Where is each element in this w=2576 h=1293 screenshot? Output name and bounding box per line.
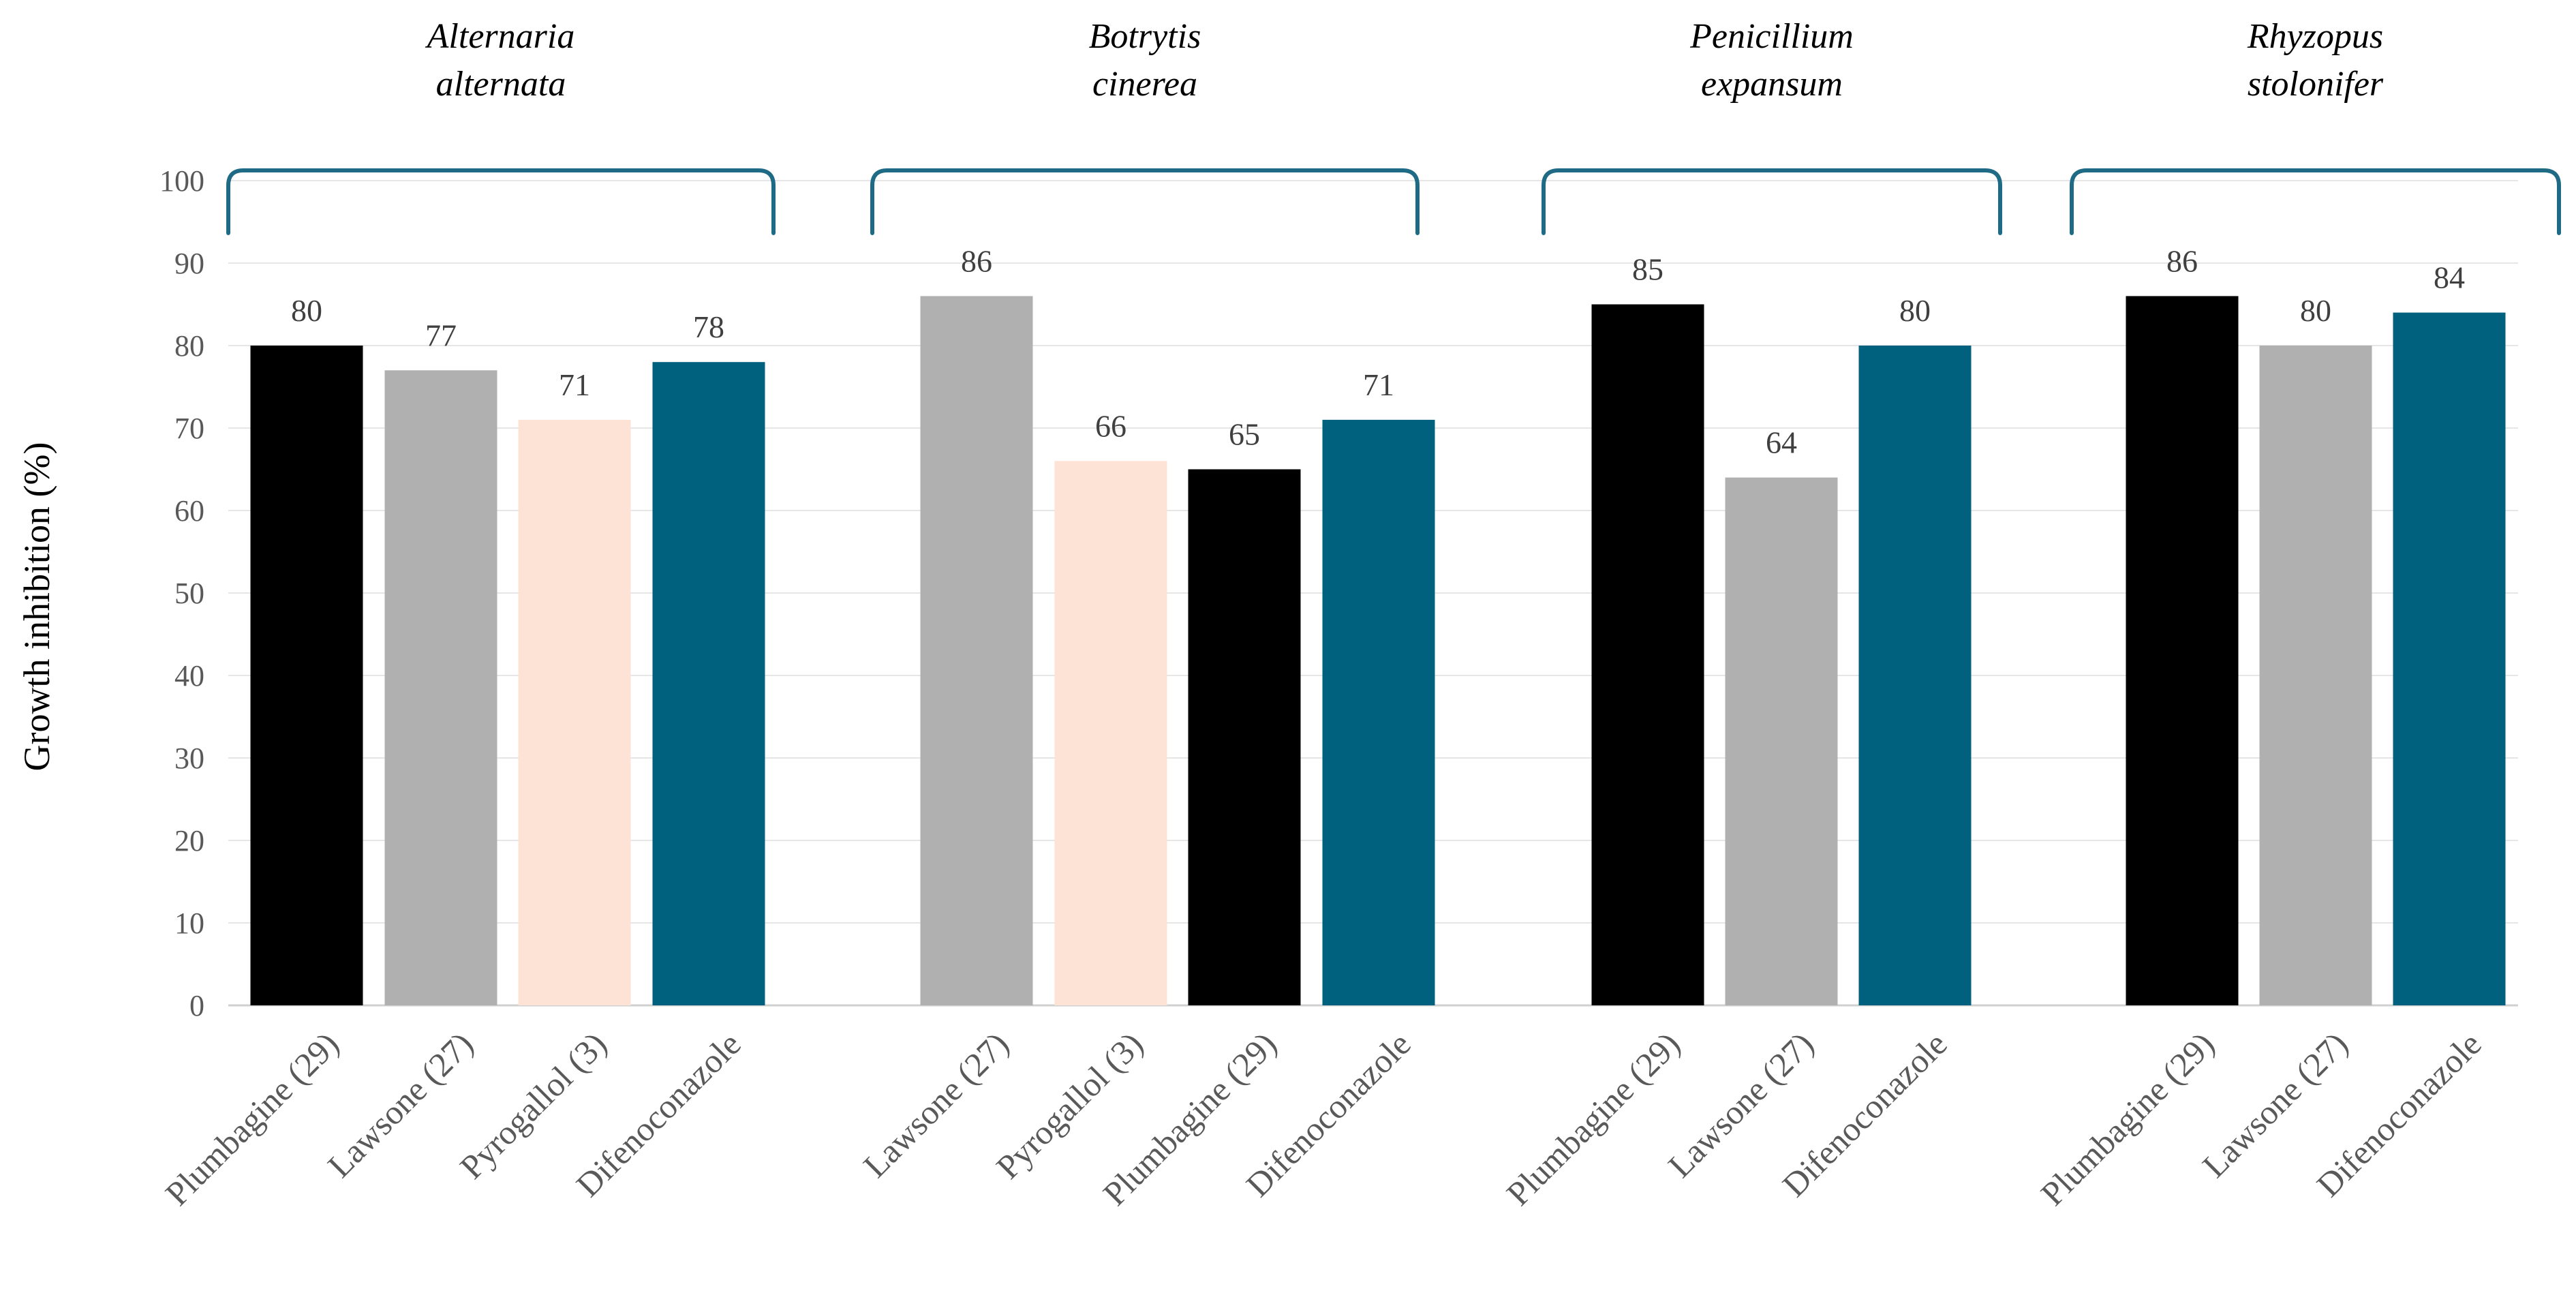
value-label-botrytis-cinerea-pyrogallol-3: 66 — [1095, 408, 1126, 443]
bar-alternaria-alternata-plumbagine-29 — [250, 346, 363, 1005]
bar-penicillium-expansum-difenoconazole — [1858, 346, 1972, 1005]
bar-penicillium-expansum-lawsone-27 — [1725, 477, 1838, 1005]
bar-rhyzopus-stolonifer-difenoconazole — [2393, 312, 2506, 1006]
value-label-penicillium-expansum-lawsone-27: 64 — [1766, 425, 1797, 460]
group-label-penicillium-expansum-line1: Penicillium — [1689, 17, 1854, 56]
bar-botrytis-cinerea-plumbagine-29 — [1188, 469, 1301, 1005]
bar-botrytis-cinerea-pyrogallol-3 — [1054, 461, 1167, 1005]
category-label-alternaria-alternata-plumbagine-29: Plumbagine (29) — [158, 1024, 346, 1213]
group-label-alternaria-alternata-line1: Alternaria — [425, 17, 575, 56]
y-tick-label-90: 90 — [174, 247, 204, 280]
category-label-rhyzopus-stolonifer-plumbagine-29: Plumbagine (29) — [2034, 1024, 2222, 1213]
y-tick-label-100: 100 — [159, 164, 204, 198]
value-label-rhyzopus-stolonifer-lawsone-27: 80 — [2300, 293, 2331, 328]
y-tick-label-50: 50 — [174, 577, 204, 610]
y-tick-label-10: 10 — [174, 907, 204, 940]
group-label-botrytis-cinerea-line1: Botrytis — [1089, 17, 1201, 56]
value-label-alternaria-alternata-pyrogallol-3: 71 — [559, 367, 590, 402]
group-brace-botrytis-cinerea — [870, 168, 1420, 235]
value-label-penicillium-expansum-plumbagine-29: 85 — [1632, 252, 1663, 287]
bar-rhyzopus-stolonifer-plumbagine-29 — [2126, 296, 2239, 1005]
group-label-alternaria-alternata-line2: alternata — [436, 65, 566, 104]
bar-alternaria-alternata-pyrogallol-3 — [518, 419, 631, 1005]
y-axis-label: Growth inhibition (%) — [16, 442, 57, 772]
value-label-penicillium-expansum-difenoconazole: 80 — [1899, 293, 1931, 328]
bar-rhyzopus-stolonifer-lawsone-27 — [2259, 346, 2372, 1005]
value-label-botrytis-cinerea-plumbagine-29: 65 — [1229, 417, 1260, 452]
value-label-alternaria-alternata-plumbagine-29: 80 — [291, 293, 322, 328]
category-label-penicillium-expansum-plumbagine-29: Plumbagine (29) — [1499, 1024, 1687, 1213]
value-label-botrytis-cinerea-lawsone-27: 86 — [961, 243, 992, 278]
value-labels-layer: 80 77 71 78 86 66 65 71 85 64 80 86 80 84 — [291, 243, 2465, 459]
bar-botrytis-cinerea-difenoconazole — [1322, 419, 1435, 1005]
y-tick-label-40: 40 — [174, 659, 204, 693]
group-label-rhyzopus-stolonifer-line2: stolonifer — [2248, 65, 2384, 104]
bar-alternaria-alternata-difenoconazole — [652, 362, 765, 1005]
category-labels-layer: Plumbagine (29)Lawsone (27)Pyrogallol (3… — [158, 1024, 2489, 1213]
group-brace-rhyzopus-stolonifer — [2070, 168, 2561, 235]
value-label-rhyzopus-stolonifer-difenoconazole: 84 — [2434, 260, 2465, 295]
y-tick-label-30: 30 — [174, 742, 204, 775]
bar-botrytis-cinerea-lawsone-27 — [920, 296, 1033, 1005]
y-tick-label-80: 80 — [174, 329, 204, 363]
group-braces-layer: Alternaria alternata Botrytis cinerea Penici… — [226, 17, 2561, 235]
y-tick-label-70: 70 — [174, 412, 204, 445]
value-label-alternaria-alternata-lawsone-27: 77 — [425, 318, 457, 352]
value-label-rhyzopus-stolonifer-plumbagine-29: 86 — [2166, 243, 2198, 278]
group-brace-penicillium-expansum — [1542, 168, 2002, 235]
value-label-botrytis-cinerea-difenoconazole: 71 — [1363, 367, 1394, 402]
y-tick-label-60: 60 — [174, 494, 204, 528]
group-label-botrytis-cinerea-line2: cinerea — [1092, 65, 1197, 104]
y-tick-label-0: 0 — [189, 989, 204, 1022]
bar-penicillium-expansum-plumbagine-29 — [1591, 304, 1704, 1005]
group-label-rhyzopus-stolonifer-line1: Rhyzopus — [2247, 17, 2383, 56]
group-label-penicillium-expansum-line2: expansum — [1701, 65, 1843, 104]
group-brace-alternaria-alternata — [226, 168, 776, 235]
value-label-alternaria-alternata-difenoconazole: 78 — [693, 309, 724, 344]
y-tick-label-20: 20 — [174, 824, 204, 857]
y-axis-ticks: 0 10 20 30 40 50 60 70 80 90 100 — [159, 164, 204, 1022]
bars-layer — [250, 296, 2506, 1006]
bar-alternaria-alternata-lawsone-27 — [384, 370, 497, 1005]
